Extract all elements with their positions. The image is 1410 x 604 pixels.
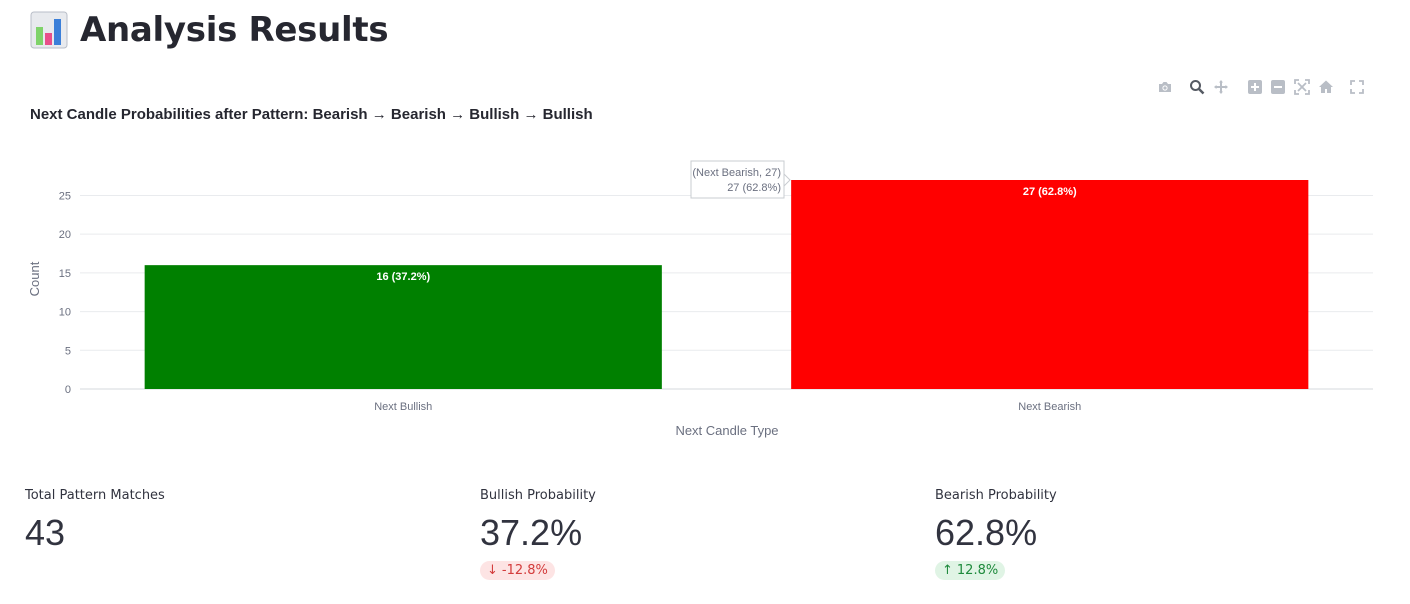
zoom-in-icon[interactable] bbox=[1246, 78, 1264, 96]
metric-label: Bullish Probability bbox=[480, 488, 596, 503]
metric-bullish-probability: Bullish Probability 37.2% ↓ -12.8% bbox=[480, 488, 900, 580]
metric-value: 43 bbox=[25, 512, 66, 553]
hover-tooltip: (Next Bearish, 27) 27 (62.8%) bbox=[690, 160, 791, 199]
metrics-row: Total Pattern Matches 43 Bullish Probabi… bbox=[25, 488, 1395, 598]
x-axis-title: Next Candle Type bbox=[675, 423, 778, 438]
metric-label: Bearish Probability bbox=[935, 488, 1057, 503]
page-title: Analysis Results bbox=[80, 10, 389, 50]
bar-next-bearish[interactable] bbox=[791, 180, 1309, 389]
metric-bearish-probability: Bearish Probability 62.8% ↑ 12.8% bbox=[935, 488, 1355, 580]
bar-chart-icon bbox=[30, 11, 68, 49]
bar-chart: Next Candle Probabilities after Pattern:… bbox=[0, 100, 1410, 450]
autoscale-icon[interactable] bbox=[1293, 78, 1311, 96]
x-tick-label: Next Bearish bbox=[1018, 401, 1081, 413]
hover-line-1: (Next Bearish, 27) bbox=[692, 167, 781, 179]
y-tick-label: 10 bbox=[59, 307, 71, 319]
bar-next-bullish[interactable] bbox=[144, 265, 662, 389]
metric-value: 62.8% bbox=[935, 512, 1038, 553]
zoom-icon[interactable] bbox=[1188, 78, 1206, 96]
x-tick-label: Next Bullish bbox=[374, 401, 432, 413]
metric-delta: -12.8% bbox=[501, 563, 548, 578]
y-tick-label: 15 bbox=[59, 268, 71, 280]
bar-value-label: 16 (37.2%) bbox=[376, 271, 430, 283]
pan-icon[interactable] bbox=[1212, 78, 1230, 96]
y-axis-title: Count bbox=[27, 261, 42, 296]
arrow-down-icon: ↓ bbox=[487, 563, 498, 578]
zoom-out-icon[interactable] bbox=[1269, 78, 1287, 96]
y-tick-label: 0 bbox=[65, 384, 71, 396]
chart-title: Next Candle Probabilities after Pattern:… bbox=[30, 106, 593, 123]
hover-line-2: 27 (62.8%) bbox=[727, 182, 781, 194]
reset-axes-icon[interactable] bbox=[1317, 78, 1335, 96]
metric-value: 37.2% bbox=[480, 512, 583, 553]
metric-label: Total Pattern Matches bbox=[25, 488, 165, 503]
camera-icon[interactable] bbox=[1156, 78, 1174, 96]
y-tick-label: 20 bbox=[59, 229, 71, 241]
arrow-up-icon: ↑ bbox=[942, 563, 953, 578]
metric-total-matches: Total Pattern Matches 43 bbox=[25, 488, 445, 555]
metric-delta-badge: ↓ -12.8% bbox=[480, 561, 555, 580]
fullscreen-icon[interactable] bbox=[1348, 78, 1366, 96]
chart-svg: Next Candle Probabilities after Pattern:… bbox=[27, 106, 1373, 438]
y-tick-label: 25 bbox=[59, 190, 71, 202]
metric-delta-badge: ↑ 12.8% bbox=[935, 561, 1006, 580]
y-tick-label: 5 bbox=[65, 345, 71, 357]
bar-value-label: 27 (62.8%) bbox=[1023, 186, 1077, 198]
metric-delta: 12.8% bbox=[956, 563, 999, 578]
page-header: Analysis Results bbox=[30, 10, 389, 50]
